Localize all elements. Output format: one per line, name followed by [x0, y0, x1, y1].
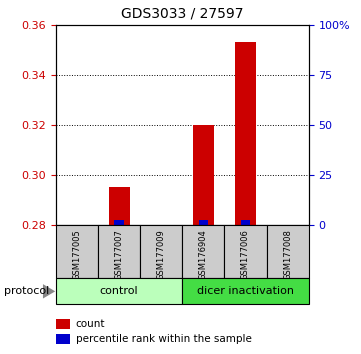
- Bar: [182, 278, 309, 304]
- Polygon shape: [43, 284, 55, 298]
- Title: GDS3033 / 27597: GDS3033 / 27597: [121, 7, 244, 21]
- Text: protocol: protocol: [4, 286, 49, 296]
- Bar: [56, 278, 182, 304]
- Bar: [140, 225, 182, 278]
- Bar: [193, 125, 214, 225]
- Bar: [235, 42, 256, 225]
- Bar: [114, 220, 124, 225]
- Text: GSM177007: GSM177007: [115, 229, 123, 280]
- Bar: [182, 225, 225, 278]
- Bar: [199, 220, 208, 225]
- Text: GSM176904: GSM176904: [199, 229, 208, 280]
- Bar: [225, 225, 266, 278]
- Bar: [266, 225, 309, 278]
- Text: GSM177005: GSM177005: [73, 229, 82, 280]
- Text: dicer inactivation: dicer inactivation: [197, 286, 294, 296]
- Text: GSM177009: GSM177009: [157, 229, 166, 280]
- Text: GSM177006: GSM177006: [241, 229, 250, 280]
- Text: percentile rank within the sample: percentile rank within the sample: [76, 334, 252, 344]
- Bar: [98, 225, 140, 278]
- Bar: [109, 187, 130, 225]
- Text: count: count: [76, 319, 105, 329]
- Text: GSM177008: GSM177008: [283, 229, 292, 280]
- Text: control: control: [100, 286, 138, 296]
- Bar: [56, 225, 98, 278]
- Bar: [241, 220, 250, 225]
